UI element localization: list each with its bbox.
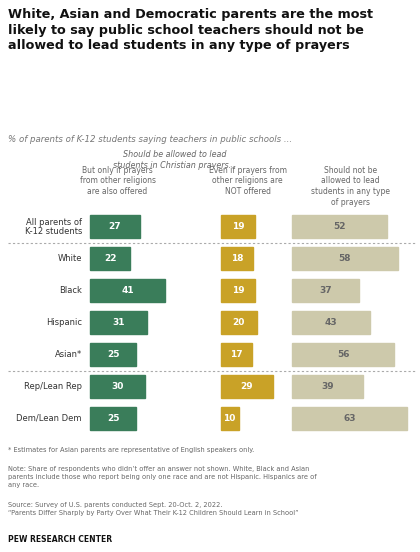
- Text: 58: 58: [339, 254, 351, 263]
- Text: 10: 10: [223, 414, 236, 423]
- Text: 25: 25: [107, 414, 119, 423]
- Bar: [292, 247, 398, 270]
- Text: 31: 31: [113, 318, 125, 327]
- Text: * Estimates for Asian parents are representative of English speakers only.: * Estimates for Asian parents are repres…: [8, 447, 255, 453]
- Bar: [220, 247, 253, 270]
- Bar: [90, 215, 139, 238]
- Bar: [90, 343, 136, 366]
- Text: Dem/Lean Dem: Dem/Lean Dem: [16, 414, 82, 423]
- Text: 27: 27: [109, 222, 121, 231]
- Text: 56: 56: [337, 350, 349, 359]
- Text: White: White: [58, 254, 82, 263]
- Text: 52: 52: [333, 222, 346, 231]
- Bar: [90, 247, 131, 270]
- Bar: [220, 279, 255, 302]
- Text: 39: 39: [321, 382, 334, 391]
- Bar: [292, 407, 407, 430]
- Text: 18: 18: [231, 254, 243, 263]
- Text: 37: 37: [319, 286, 332, 295]
- Text: Rep/Lean Rep: Rep/Lean Rep: [24, 382, 82, 391]
- Text: Note: Share of respondents who didn’t offer an answer not shown. White, Black an: Note: Share of respondents who didn’t of…: [8, 466, 317, 489]
- Bar: [220, 343, 252, 366]
- Text: 43: 43: [325, 318, 338, 327]
- Text: Should not be
allowed to lead
students in any type
of prayers: Should not be allowed to lead students i…: [311, 166, 390, 207]
- Bar: [292, 215, 387, 238]
- Text: 20: 20: [233, 318, 245, 327]
- Bar: [220, 215, 255, 238]
- Text: 17: 17: [230, 350, 242, 359]
- Bar: [292, 375, 363, 398]
- Text: 22: 22: [104, 254, 117, 263]
- Bar: [292, 343, 394, 366]
- Text: 29: 29: [241, 382, 253, 391]
- Text: 30: 30: [112, 382, 124, 391]
- Text: Should be allowed to lead
students in Christian prayers...: Should be allowed to lead students in Ch…: [113, 150, 236, 170]
- Bar: [90, 407, 136, 430]
- Text: 19: 19: [231, 222, 244, 231]
- Text: Even if prayers from
other religions are
NOT offered: Even if prayers from other religions are…: [209, 166, 287, 196]
- Text: White, Asian and Democratic parents are the most
likely to say public school tea: White, Asian and Democratic parents are …: [8, 8, 373, 52]
- Text: % of parents of K-12 students saying teachers in public schools ...: % of parents of K-12 students saying tea…: [8, 135, 292, 144]
- Text: But only if prayers
from other religions
are also offered: But only if prayers from other religions…: [80, 166, 155, 196]
- Text: All parents of
K-12 students: All parents of K-12 students: [24, 217, 82, 236]
- Text: 41: 41: [121, 286, 134, 295]
- Bar: [90, 279, 165, 302]
- Bar: [90, 375, 145, 398]
- Text: Black: Black: [59, 286, 82, 295]
- Text: PEW RESEARCH CENTER: PEW RESEARCH CENTER: [8, 535, 113, 544]
- Bar: [292, 279, 360, 302]
- Bar: [292, 311, 370, 335]
- Text: 19: 19: [231, 286, 244, 295]
- Text: Source: Survey of U.S. parents conducted Sept. 20-Oct. 2, 2022.
“Parents Differ : Source: Survey of U.S. parents conducted…: [8, 502, 299, 516]
- Bar: [220, 375, 273, 398]
- Text: Asian*: Asian*: [55, 350, 82, 359]
- Text: Hispanic: Hispanic: [46, 318, 82, 327]
- Text: 63: 63: [343, 414, 356, 423]
- Text: 25: 25: [107, 350, 119, 359]
- Bar: [220, 311, 257, 335]
- Bar: [220, 407, 239, 430]
- Bar: [90, 311, 147, 335]
